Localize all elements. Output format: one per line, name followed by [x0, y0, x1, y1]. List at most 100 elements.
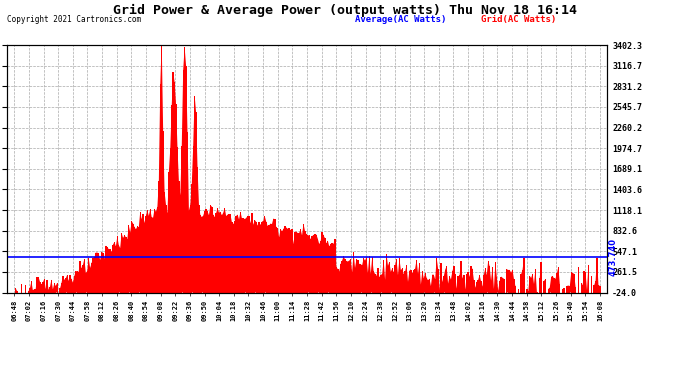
Bar — [88, 258, 90, 292]
Bar — [162, 130, 164, 292]
Bar — [322, 232, 323, 292]
Bar — [446, 266, 447, 292]
Bar — [428, 279, 430, 292]
Bar — [148, 216, 150, 292]
Bar — [386, 254, 387, 292]
Bar — [244, 219, 246, 292]
Text: Average(AC Watts): Average(AC Watts) — [355, 15, 446, 24]
Bar — [279, 237, 280, 292]
Bar — [144, 223, 145, 292]
Bar — [422, 271, 423, 292]
Bar — [86, 271, 88, 292]
Bar — [552, 276, 553, 292]
Bar — [111, 252, 112, 292]
Bar — [419, 263, 420, 292]
Bar — [32, 290, 34, 292]
Bar — [81, 268, 82, 292]
Bar — [159, 84, 161, 292]
Bar — [45, 289, 46, 292]
Bar — [141, 219, 142, 292]
Bar — [255, 222, 257, 292]
Bar — [348, 261, 350, 292]
Bar — [206, 209, 207, 292]
Bar — [34, 289, 35, 292]
Bar — [57, 283, 58, 292]
Bar — [306, 234, 307, 292]
Bar — [495, 262, 496, 292]
Bar — [442, 282, 443, 292]
Bar — [376, 276, 377, 292]
Bar — [290, 230, 291, 292]
Bar — [268, 225, 270, 292]
Bar — [512, 270, 513, 292]
Bar — [250, 224, 251, 292]
Bar — [595, 281, 596, 292]
Bar — [500, 277, 502, 292]
Bar — [41, 284, 42, 292]
Bar — [122, 238, 124, 292]
Bar — [17, 291, 18, 292]
Bar — [499, 281, 500, 292]
Bar — [299, 233, 300, 292]
Bar — [193, 146, 194, 292]
Bar — [377, 268, 379, 292]
Bar — [344, 259, 346, 292]
Bar — [228, 214, 230, 292]
Bar — [548, 289, 549, 292]
Bar — [78, 272, 79, 292]
Bar — [336, 267, 337, 292]
Bar — [347, 261, 348, 292]
Bar — [137, 226, 138, 292]
Bar — [323, 236, 324, 292]
Bar — [115, 246, 117, 292]
Bar — [571, 272, 572, 292]
Bar — [432, 274, 433, 292]
Bar — [559, 284, 560, 292]
Bar — [226, 216, 227, 292]
Bar — [435, 279, 436, 292]
Bar — [270, 224, 271, 292]
Bar — [367, 273, 368, 292]
Text: 473.740: 473.740 — [0, 237, 3, 276]
Bar — [271, 224, 273, 292]
Bar — [286, 228, 287, 292]
Bar — [48, 290, 49, 292]
Bar — [357, 260, 359, 292]
Bar — [449, 276, 450, 292]
Bar — [373, 271, 374, 292]
Bar — [343, 256, 344, 292]
Bar — [125, 237, 126, 292]
Bar — [460, 261, 462, 292]
Bar — [436, 258, 437, 292]
Bar — [384, 280, 386, 292]
Bar — [188, 211, 190, 292]
Bar — [98, 253, 99, 292]
Bar — [219, 212, 221, 292]
Bar — [175, 104, 177, 292]
Bar — [464, 290, 466, 292]
Bar — [532, 274, 533, 292]
Bar — [412, 273, 413, 292]
Bar — [183, 70, 184, 292]
Bar — [370, 274, 371, 292]
Bar — [572, 273, 573, 292]
Bar — [258, 222, 259, 292]
Bar — [304, 231, 306, 292]
Bar — [70, 275, 71, 292]
Bar — [42, 282, 43, 292]
Bar — [132, 224, 134, 292]
Bar — [456, 289, 457, 292]
Bar — [417, 274, 419, 292]
Bar — [210, 205, 211, 292]
Bar — [334, 238, 335, 292]
Bar — [91, 263, 92, 292]
Bar — [128, 225, 130, 292]
Bar — [330, 244, 331, 292]
Bar — [443, 276, 444, 292]
Bar — [346, 261, 347, 292]
Bar — [90, 268, 91, 292]
Bar — [353, 252, 354, 292]
Bar — [131, 221, 132, 292]
Bar — [295, 232, 297, 292]
Bar — [223, 213, 224, 292]
